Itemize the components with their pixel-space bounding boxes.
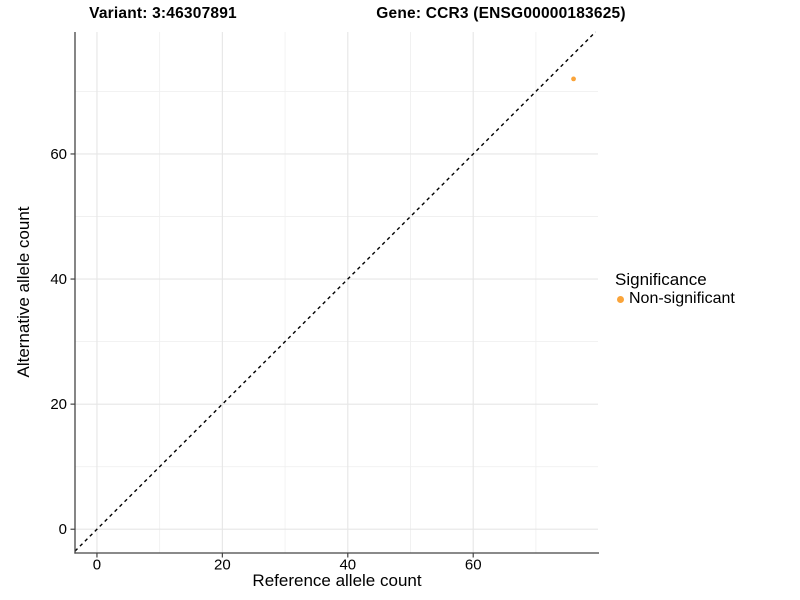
plot-title-gene: Gene: CCR3 (ENSG00000183625) [376,5,626,22]
legend: Significance Non-significant [615,270,735,308]
plot-title-variant: Variant: 3:46307891 [89,5,237,22]
x-tick-label-0: 0 [93,557,101,574]
x-tick-label-60: 60 [465,557,482,574]
y-tick-label-0: 0 [59,521,67,538]
legend-item-label: Non-significant [629,290,735,307]
y-tick-label-60: 60 [50,146,67,163]
x-axis-label: Reference allele count [252,571,422,590]
legend-point-icon [617,295,624,303]
y-axis-label: Alternative allele count [14,206,33,378]
data-point [571,76,576,82]
x-tick-label-20: 20 [214,557,231,574]
x-tick-label-40: 40 [339,557,356,574]
identity-reference-line [74,31,596,552]
y-tick-label-20: 20 [50,396,67,413]
legend-title: Significance [615,270,707,289]
y-tick-label-40: 40 [50,271,67,288]
legend-item-non-significant: Non-significant [615,290,735,308]
